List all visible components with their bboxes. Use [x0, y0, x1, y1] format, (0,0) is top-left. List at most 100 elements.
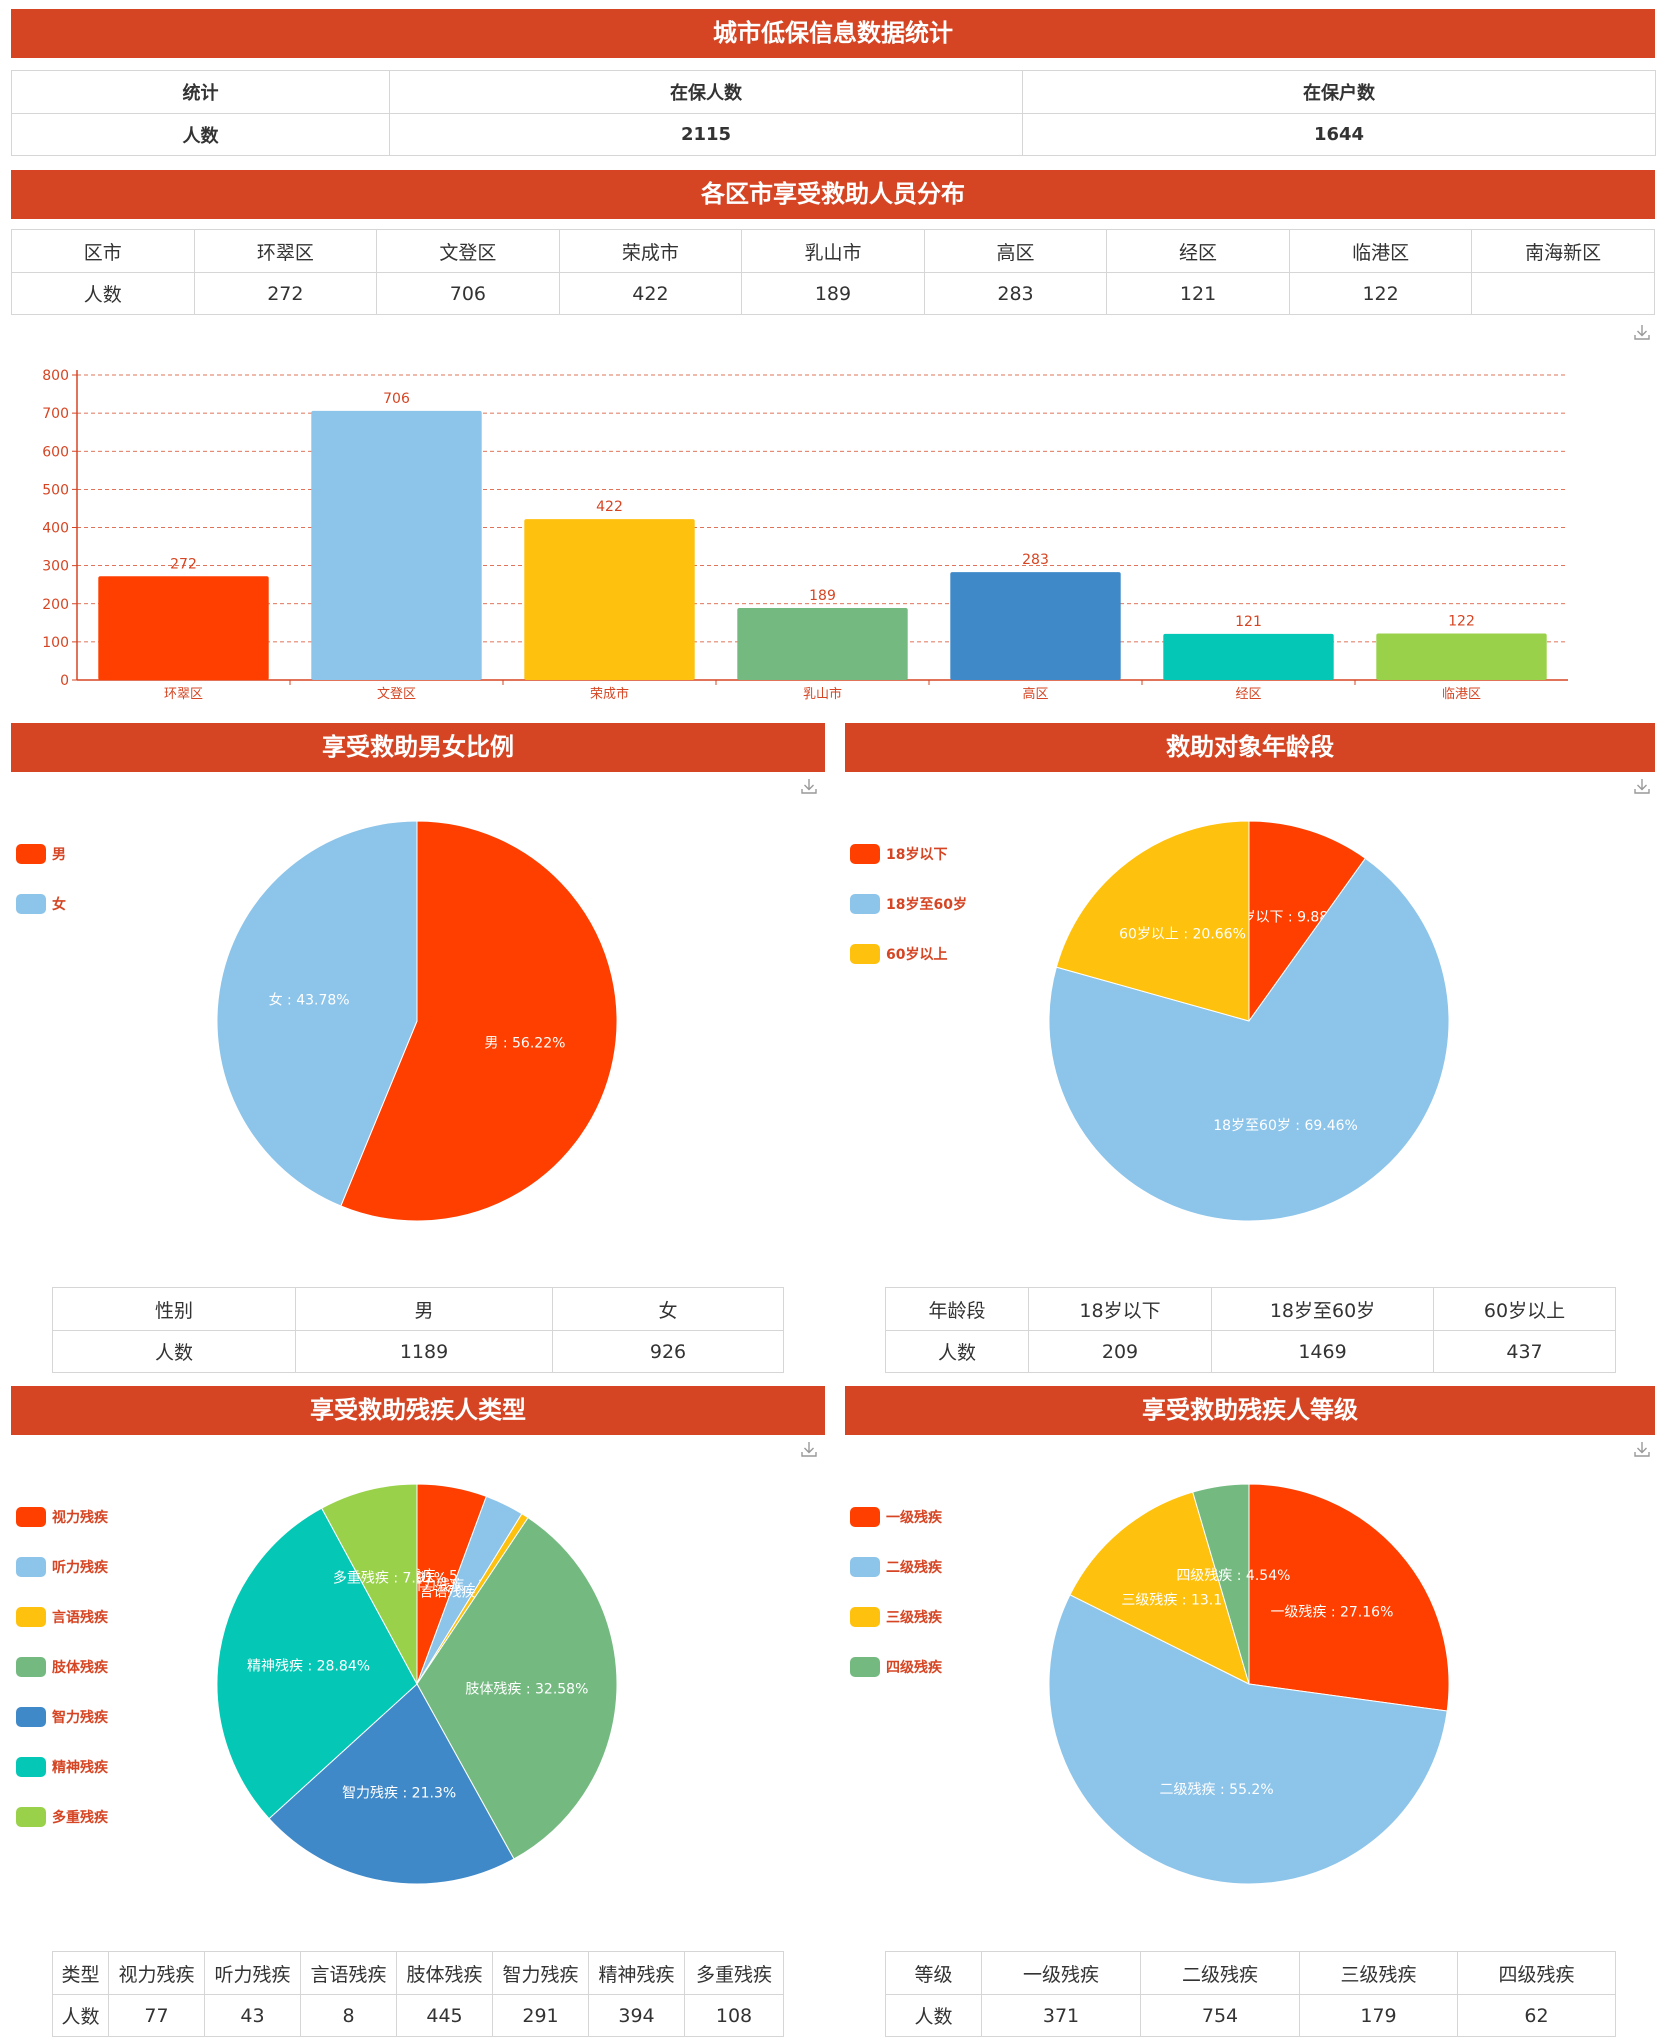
pie-slice-label: 女 : 43.78% [269, 992, 350, 1009]
legend-swatch [16, 1507, 46, 1527]
bar [98, 576, 269, 680]
disability-level-data-row: 人数 371 754 179 62 [885, 1994, 1616, 2037]
download-icon[interactable] [1633, 1440, 1651, 1458]
legend-label: 视力残疾 [52, 1509, 109, 1526]
district-bar-chart: 0 100 200 300 400 500 600 700 800 272 环翠区 706 文登区 422… [42, 368, 1568, 702]
overview-table: 统计 在保人数 在保户数 人数 2115 1644 [11, 70, 1656, 156]
pie-slice-label: 男 : 56.22% [484, 1035, 565, 1051]
disability-level-cell: 371 [981, 1994, 1141, 2037]
disability-type-data-row: 人数 77 43 8 445 291 394 108 [52, 1994, 784, 2037]
age-cell: 人数 [885, 1330, 1029, 1373]
pie-slice [1192, 1483, 1250, 1685]
legend-swatch [850, 894, 880, 914]
district-header-cell: 南海新区 [1471, 229, 1655, 273]
disability-level-cell: 人数 [885, 1994, 982, 2037]
disability-level-header-cell: 二级残疾 [1140, 1951, 1300, 1995]
age-cell: 209 [1028, 1330, 1212, 1373]
x-tick-label: 经区 [1235, 687, 1261, 702]
disability-type-cell: 394 [588, 1994, 685, 2037]
district-cell: 283 [923, 272, 1108, 315]
disability-type-cell: 8 [300, 1994, 397, 2037]
pie-slice [216, 1507, 418, 1820]
age-header-cell: 60岁以上 [1433, 1287, 1616, 1331]
download-icon[interactable] [1633, 323, 1651, 341]
x-tick-label: 乳山市 [803, 686, 842, 702]
disability-level-header-cell: 四级残疾 [1457, 1951, 1616, 1995]
district-cell: 121 [1106, 272, 1290, 315]
pie-slice-label: 18岁以下 : 9.88% [1224, 909, 1342, 925]
disability-type-header-cell: 精神残疾 [588, 1951, 685, 1995]
district-cell: 706 [376, 272, 560, 315]
bar [737, 607, 908, 680]
gender-table: 性别 男 女 人数 1189 926 [52, 1287, 784, 1373]
pie-slice [321, 1483, 418, 1685]
disability-type-header-cell: 智力残疾 [492, 1951, 589, 1995]
legend-swatch [16, 1707, 46, 1727]
legend-swatch [16, 1757, 46, 1777]
download-icon[interactable] [1633, 777, 1651, 795]
district-cell: 272 [193, 272, 378, 315]
gender-pie-chart: 男女男 : 56.22% 女 : 43.78% [16, 820, 618, 1222]
y-tick-label: 0 [60, 673, 69, 689]
legend-swatch [16, 844, 46, 864]
pie-slice-label: 18岁至60岁 : 69.46% [1213, 1118, 1358, 1134]
legend-label: 言语残疾 [52, 1609, 109, 1626]
age-cell: 1469 [1211, 1330, 1434, 1373]
legend-label: 四级残疾 [886, 1659, 943, 1676]
download-icon[interactable] [800, 1440, 818, 1458]
pie-slice-label: 三级残疾 : 13.1% [1121, 1593, 1235, 1609]
disability-level-header-row: 等级 一级残疾 二级残疾 三级残疾 四级残疾 [885, 1951, 1616, 1995]
pie-slice-label: 多重残疾 : 7.91% [333, 1569, 447, 1586]
district-header-cell: 临港区 [1288, 229, 1473, 273]
legend-swatch [850, 844, 880, 864]
disability-type-cell: 77 [108, 1994, 205, 2037]
pie-slice [268, 1683, 515, 1885]
legend-label: 60岁以上 [886, 946, 947, 963]
pie-slice-label: 四级残疾 : 4.54% [1176, 1568, 1290, 1584]
y-tick-label: 700 [42, 406, 69, 422]
age-data-row: 人数 209 1469 437 [885, 1330, 1616, 1373]
legend-label: 智力残疾 [51, 1709, 109, 1726]
disability-type-header-cell: 听力残疾 [204, 1951, 301, 1995]
age-table: 年龄段 18岁以下 18岁至60岁 60岁以上 人数 209 1469 437 [885, 1287, 1616, 1373]
legend-swatch [16, 1657, 46, 1677]
legend-swatch [850, 1557, 880, 1577]
overview-header-cell: 在保人数 [389, 70, 1023, 114]
y-tick-label: 300 [42, 559, 69, 575]
overview-cell: 2115 [389, 113, 1023, 156]
age-title: 救助对象年龄段 [845, 723, 1655, 772]
bar-value-label: 706 [383, 391, 410, 407]
overview-cell: 1644 [1022, 113, 1656, 156]
disability-level-header-cell: 等级 [885, 1951, 982, 1995]
download-icon[interactable] [800, 777, 818, 795]
disability-type-cell: 43 [204, 1994, 301, 2037]
district-data-row: 人数 272 706 422 189 283 121 122 [11, 272, 1655, 315]
pie-slice-label: 一级残疾 : 27.16% [1270, 1605, 1393, 1621]
legend-label: 女 [52, 896, 66, 913]
disability-level-header-cell: 三级残疾 [1299, 1951, 1458, 1995]
overview-cell: 人数 [11, 113, 390, 156]
disability-type-header-cell: 肢体残疾 [396, 1951, 493, 1995]
overview-header-cell: 在保户数 [1022, 70, 1656, 114]
district-header-cell: 高区 [923, 229, 1108, 273]
bar [950, 572, 1121, 680]
age-cell: 437 [1433, 1330, 1616, 1373]
x-tick-label: 文登区 [377, 687, 416, 702]
pie-slice [1248, 1483, 1450, 1712]
gender-header-cell: 女 [552, 1287, 784, 1331]
disability-level-table: 等级 一级残疾 二级残疾 三级残疾 四级残疾 人数 371 754 179 62 [885, 1951, 1616, 2037]
disability-type-cell: 291 [492, 1994, 589, 2037]
legend-label: 18岁至60岁 [886, 896, 967, 913]
legend-label: 男 [52, 847, 66, 863]
district-header-cell: 环翠区 [193, 229, 378, 273]
bar-value-label: 122 [1448, 613, 1475, 629]
disability-level-cell: 62 [1457, 1994, 1616, 2037]
gender-data-row: 人数 1189 926 [52, 1330, 784, 1373]
legend-label: 多重残疾 [52, 1809, 109, 1826]
legend-swatch [16, 1807, 46, 1827]
pie-slice-label: 60岁以上 : 20.66% [1119, 926, 1246, 942]
x-tick-label: 高区 [1022, 686, 1048, 702]
legend-label: 二级残疾 [886, 1559, 943, 1576]
disability-type-header-cell: 多重残疾 [684, 1951, 784, 1995]
age-header-row: 年龄段 18岁以下 18岁至60岁 60岁以上 [885, 1287, 1616, 1331]
